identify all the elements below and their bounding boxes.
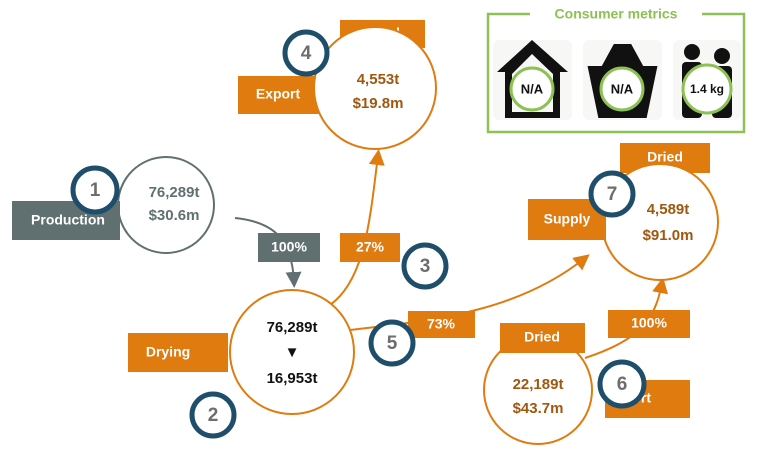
flow-label [340, 233, 400, 262]
badge [282, 29, 330, 77]
badge [588, 170, 636, 218]
badge [70, 165, 120, 215]
badge-number: 7 [607, 184, 618, 205]
badge-number: 1 [90, 180, 101, 201]
flow-text: 100% [631, 315, 667, 331]
node-value: $91.0m [643, 227, 694, 244]
node-value: 4,553t [357, 71, 400, 88]
flow-label [608, 310, 690, 338]
tag-text: Dried [524, 329, 560, 345]
node-value: $30.6m [149, 207, 200, 224]
node-label-text: Drying [146, 344, 190, 360]
title-bg [530, 5, 702, 25]
metric-value: 1.4 kg [690, 82, 724, 96]
badge-number: 4 [301, 43, 312, 64]
badge [368, 319, 416, 367]
flow-arrow [329, 149, 385, 306]
node-label-text: Production [31, 212, 105, 228]
consumer-metrics: Consumer metrics N/A N/A 1.4 kg [486, 5, 746, 134]
node-value: 16,953t [267, 370, 318, 387]
node-circle [313, 26, 437, 150]
node-value: 76,289t [149, 184, 200, 201]
badge-number: 6 [617, 374, 628, 395]
badge-number: 3 [420, 256, 431, 277]
node-value: 4,589t [647, 201, 690, 218]
node-circle [117, 156, 215, 254]
house-icon [497, 40, 568, 118]
tag [500, 323, 585, 353]
metric-value: N/A [521, 81, 544, 96]
tag-text: Dried [647, 149, 683, 165]
node-label-text: Supply [544, 211, 591, 227]
node-label [238, 76, 322, 114]
flow-label [258, 233, 320, 262]
badge [401, 242, 449, 290]
flow-text: 27% [356, 239, 385, 255]
badge [597, 359, 647, 409]
node-value: $43.7m [513, 400, 564, 417]
flow-text: 73% [427, 316, 456, 332]
metrics-title: Consumer metrics [555, 6, 678, 22]
badge [189, 391, 237, 439]
metric-circle [509, 66, 555, 112]
node-label-text: Export [256, 86, 301, 102]
flow-label [408, 311, 475, 338]
node-value: 22,189t [513, 376, 564, 393]
flow-text: 100% [271, 239, 307, 255]
badge-number: 5 [387, 333, 398, 354]
node-label [128, 333, 228, 372]
badge-number: 2 [208, 405, 219, 426]
node-value: 76,289t [267, 319, 318, 336]
node-circle [229, 289, 355, 415]
metric-circle [681, 63, 733, 115]
metric-value: N/A [611, 81, 634, 96]
node-value: ▼ [285, 344, 300, 361]
node-value: $19.8m [353, 95, 404, 112]
metric-circle [599, 66, 645, 112]
